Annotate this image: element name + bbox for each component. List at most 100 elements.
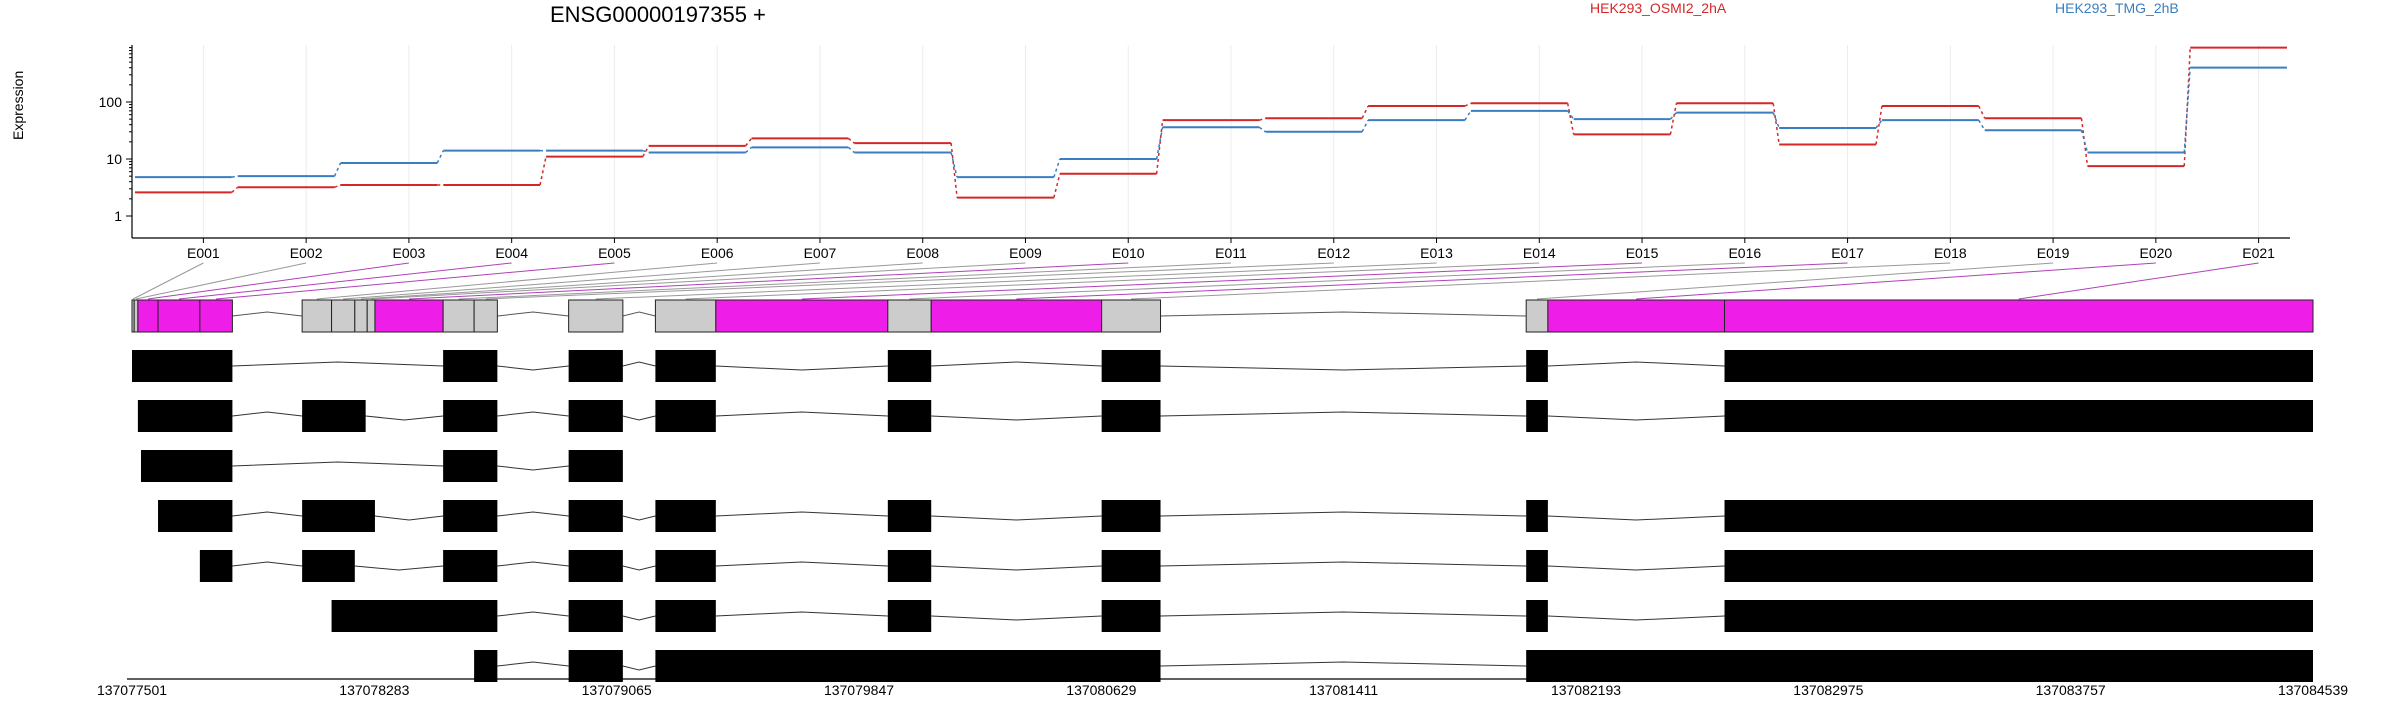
exon-bin-E014 xyxy=(654,299,717,333)
x-tick-label: E020 xyxy=(2140,245,2173,261)
transcript-3-exon xyxy=(302,500,375,532)
transcript-0-intron xyxy=(232,361,444,367)
genomic-tick-label: 137080629 xyxy=(1066,682,1136,698)
transcript-3-intron xyxy=(1160,511,1527,517)
transcript-3-intron xyxy=(232,511,303,517)
exon-bin-E015 xyxy=(715,299,889,333)
transcript-1-intron xyxy=(365,415,444,421)
transcript-1-exon xyxy=(568,400,623,432)
transcript-3-intron xyxy=(715,511,888,517)
transcript-1-intron xyxy=(232,411,303,417)
transcript-4-exon xyxy=(1526,550,1548,582)
transcript-5-intron xyxy=(622,615,656,621)
x-tick-label: E008 xyxy=(906,245,939,261)
transcript-4-intron xyxy=(715,561,888,567)
transcript-5-exon xyxy=(568,600,623,632)
intron-line xyxy=(497,311,569,317)
genomic-tick-label: 137077501 xyxy=(97,682,167,698)
transcript-1-intron xyxy=(1547,415,1725,421)
exon-link-line xyxy=(343,262,820,300)
series-1-connector xyxy=(1669,112,1677,120)
series-1-connector xyxy=(231,175,238,178)
transcript-4-intron xyxy=(1547,565,1725,571)
transcript-6-intron xyxy=(1160,661,1527,667)
series-0-connector xyxy=(1669,103,1678,135)
x-tick-label: E014 xyxy=(1523,245,1556,261)
transcript-5-exon xyxy=(887,600,932,632)
series-0-connector xyxy=(1259,117,1266,121)
transcript-0-intron xyxy=(1547,361,1725,367)
transcript-3-intron xyxy=(1547,515,1725,521)
legend-entry-tmg: HEK293_TMG_2hB xyxy=(2055,0,2179,16)
transcript-2-intron xyxy=(497,465,569,471)
exon-link-line xyxy=(2018,262,2259,300)
series-1-connector xyxy=(950,152,958,178)
series-1-connector xyxy=(1258,126,1266,133)
exon-bin-E018 xyxy=(1101,299,1162,333)
series-1-connector xyxy=(1464,110,1472,121)
transcript-0-exon xyxy=(1724,350,2313,382)
transcript-3-exon xyxy=(158,500,233,532)
series-0-connector xyxy=(231,186,239,193)
exon-bin-E008 xyxy=(354,299,368,333)
series-0-connector xyxy=(1875,105,1883,145)
transcript-3-intron xyxy=(622,515,656,521)
exon-link-line xyxy=(316,262,718,300)
transcript-3-exon xyxy=(568,500,623,532)
transcript-5-intron xyxy=(715,611,888,617)
exon-bin-E005 xyxy=(199,299,233,333)
exon-link-line xyxy=(801,262,1643,300)
transcript-5-intron xyxy=(1160,611,1527,617)
transcript-5-intron xyxy=(931,615,1102,621)
exon-link-line xyxy=(216,262,615,300)
transcript-1-intron xyxy=(1160,411,1527,417)
y-axis-label: Expression xyxy=(10,70,26,140)
transcript-1-exon xyxy=(887,400,932,432)
series-1-connector xyxy=(745,146,753,154)
transcript-5-exon xyxy=(655,600,716,632)
x-tick-label: E009 xyxy=(1009,245,1042,261)
x-tick-label: E007 xyxy=(804,245,837,261)
exon-link-line xyxy=(147,262,409,300)
transcript-1-exon xyxy=(302,400,366,432)
exon-bin-E011 xyxy=(442,299,475,333)
genomic-tick-label: 137082193 xyxy=(1551,682,1621,698)
exon-link-line xyxy=(360,262,923,300)
transcript-0-exon xyxy=(655,350,716,382)
transcript-5-exon xyxy=(1101,600,1161,632)
x-tick-label: E012 xyxy=(1317,245,1350,261)
exon-bin-E010 xyxy=(374,299,444,333)
series-1-connector xyxy=(2183,67,2191,153)
exon-link-line xyxy=(685,262,1540,300)
transcript-0-exon xyxy=(887,350,932,382)
transcript-0-intron xyxy=(497,365,569,371)
transcript-0-exon xyxy=(1526,350,1548,382)
transcript-3-exon xyxy=(887,500,932,532)
exon-link-line xyxy=(595,262,1437,300)
transcript-5-exon xyxy=(331,600,498,632)
transcript-3-intron xyxy=(374,515,444,521)
series-1-connector xyxy=(1772,112,1780,129)
transcript-2-intron xyxy=(232,461,444,467)
transcript-0-intron xyxy=(931,361,1102,367)
transcript-0-intron xyxy=(622,361,656,367)
transcript-0-exon xyxy=(443,350,498,382)
exon-link-line xyxy=(135,262,307,300)
exon-bin-E004 xyxy=(157,299,201,333)
transcript-4-exon xyxy=(443,550,498,582)
legend-entry-osmi2: HEK293_OSMI2_2hA xyxy=(1590,0,1727,16)
genomic-tick-label: 137079065 xyxy=(582,682,652,698)
transcript-4-intron xyxy=(931,565,1102,571)
transcript-1-exon xyxy=(137,400,233,432)
exon-link-line xyxy=(371,262,1026,300)
x-tick-label: E001 xyxy=(187,245,220,261)
series-1-connector xyxy=(1875,119,1883,129)
exon-bin-E021 xyxy=(1724,299,2314,333)
y-tick-label: 10 xyxy=(106,151,122,167)
x-tick-label: E015 xyxy=(1626,245,1659,261)
transcript-4-exon xyxy=(1724,550,2313,582)
transcript-6-exon xyxy=(1526,650,2313,682)
exon-bin-E020 xyxy=(1547,299,1726,333)
transcript-5-exon xyxy=(1724,600,2313,632)
y-tick-label: 100 xyxy=(99,94,123,110)
